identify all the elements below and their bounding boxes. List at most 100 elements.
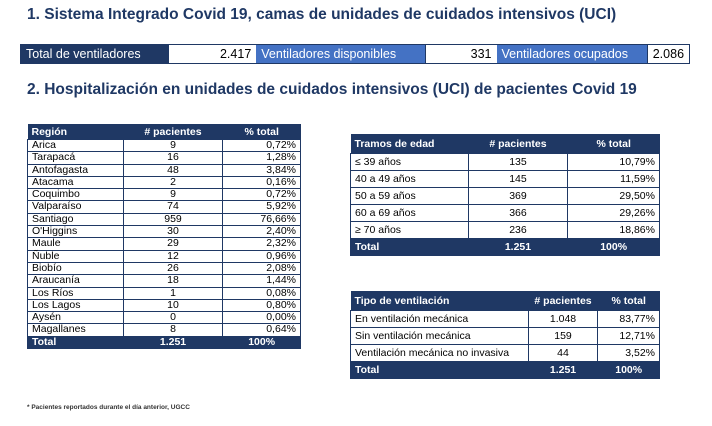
table-row: 40 a 49 años 145 11,59%: [350, 170, 660, 188]
patients-cell: 0: [122, 311, 224, 325]
row-label: Araucanía: [27, 274, 124, 288]
header-percent: % total: [567, 134, 660, 154]
table-row: ≥ 70 años 236 18,86%: [350, 221, 660, 239]
table-row: Tarapacá 16 1,28%: [27, 151, 301, 165]
patients-cell: 236: [467, 221, 569, 239]
table-row: 60 a 69 años 366 29,26%: [350, 204, 660, 222]
header-patients: # pacientes: [468, 134, 568, 154]
table-row: Aysén 0 0,00%: [27, 311, 301, 325]
patients-cell: 9: [122, 188, 224, 202]
header-percent: % total: [597, 291, 660, 311]
row-label: Biobío: [27, 261, 124, 276]
percent-cell: 0,72%: [222, 138, 301, 153]
occupied-ventilators-label: Ventiladores ocupados: [496, 45, 648, 63]
percent-cell: 10,79%: [567, 153, 660, 171]
row-label: Total: [350, 238, 469, 256]
table-row: 50 a 59 años 369 29,50%: [350, 187, 660, 205]
patients-cell: 74: [122, 200, 224, 214]
patients-cell: 1: [122, 286, 224, 300]
table-row: En ventilación mecánica 1.048 83,77%: [350, 310, 660, 328]
percent-cell: 29,26%: [567, 204, 660, 222]
table-row: Ventilación mecánica no invasiva 44 3,52%: [350, 344, 660, 362]
patients-cell: 366: [467, 204, 569, 222]
row-label: En ventilación mecánica: [350, 310, 529, 328]
percent-cell: 2,40%: [222, 225, 301, 239]
age-range-table: Tramos de edad # pacientes % total ≤ 39 …: [350, 134, 660, 256]
header-region: Región: [27, 124, 124, 140]
table-row: Los Lagos 10 0,80%: [27, 298, 301, 313]
patients-cell: 9: [122, 138, 224, 153]
row-label: Tarapacá: [27, 151, 124, 165]
patients-cell: 1.251: [467, 238, 569, 256]
patients-cell: 16: [122, 151, 224, 165]
percent-cell: 5,92%: [222, 200, 301, 214]
row-label: Los Lagos: [27, 298, 124, 313]
row-label: Total: [27, 335, 124, 350]
patients-cell: 1.251: [527, 361, 599, 379]
patients-cell: 1.048: [527, 310, 599, 328]
row-label: Magallanes: [27, 323, 124, 337]
header-patients: # pacientes: [123, 124, 223, 140]
table-row: Arica 9 0,72%: [27, 138, 301, 153]
row-label: Santiago: [27, 212, 124, 227]
table-row: Atacama 2 0,16%: [27, 175, 301, 190]
row-label: 50 a 59 años: [350, 187, 469, 205]
patients-cell: 30: [122, 225, 224, 239]
patients-cell: 135: [467, 153, 569, 171]
ventilator-summary-bar: Total de ventiladores 2.417 Ventiladores…: [20, 44, 690, 64]
header-percent: % total: [222, 124, 301, 140]
percent-cell: 0,64%: [222, 323, 301, 337]
table-row: Biobío 26 2,08%: [27, 261, 301, 276]
patients-cell: 12: [122, 249, 224, 263]
header-age-range: Tramos de edad: [350, 134, 469, 154]
row-label: ≥ 70 años: [350, 221, 469, 239]
total-row: Total 1.251 100%: [27, 335, 301, 350]
percent-cell: 100%: [222, 335, 301, 350]
patients-cell: 2: [122, 175, 224, 190]
patients-cell: 18: [122, 274, 224, 288]
region-table-header: Región # pacientes % total: [27, 124, 301, 140]
percent-cell: 3,84%: [222, 163, 301, 177]
percent-cell: 0,72%: [222, 188, 301, 202]
percent-cell: 2,08%: [222, 261, 301, 276]
row-label: Ñuble: [27, 249, 124, 263]
percent-cell: 0,80%: [222, 298, 301, 313]
percent-cell: 0,16%: [222, 175, 301, 190]
row-label: Aysén: [27, 311, 124, 325]
percent-cell: 11,59%: [567, 170, 660, 188]
section-1-title: 1. Sistema Integrado Covid 19, camas de …: [27, 6, 617, 23]
patients-cell: 8: [122, 323, 224, 337]
row-label: Antofagasta: [27, 163, 124, 177]
header-ventilation-type: Tipo de ventilación: [350, 291, 529, 311]
percent-cell: 2,32%: [222, 237, 301, 251]
row-label: ≤ 39 años: [350, 153, 469, 171]
row-label: Ventilación mecánica no invasiva: [350, 344, 529, 362]
table-row: Sin ventilación mecánica 159 12,71%: [350, 327, 660, 345]
patients-cell: 369: [467, 187, 569, 205]
percent-cell: 18,86%: [567, 221, 660, 239]
row-label: Valparaíso: [27, 200, 124, 214]
percent-cell: 1,28%: [222, 151, 301, 165]
table-row: Maule 29 2,32%: [27, 237, 301, 251]
row-label: Maule: [27, 237, 124, 251]
row-label: Arica: [27, 138, 124, 153]
ventilation-table-header: Tipo de ventilación # pacientes % total: [350, 291, 660, 311]
header-patients: # pacientes: [528, 291, 598, 311]
row-label: Los Ríos: [27, 286, 124, 300]
ventilation-type-table: Tipo de ventilación # pacientes % total …: [350, 291, 660, 379]
footnote: * Pacientes reportados durante el día an…: [27, 404, 190, 411]
percent-cell: 0,96%: [222, 249, 301, 263]
percent-cell: 29,50%: [567, 187, 660, 205]
table-row: Los Ríos 1 0,08%: [27, 286, 301, 300]
table-row: Magallanes 8 0,64%: [27, 323, 301, 337]
table-row: Araucanía 18 1,44%: [27, 274, 301, 288]
percent-cell: 1,44%: [222, 274, 301, 288]
patients-cell: 26: [122, 261, 224, 276]
total-ventilators-label: Total de ventiladores: [21, 45, 168, 63]
table-row: Antofagasta 48 3,84%: [27, 163, 301, 177]
patients-cell: 29: [122, 237, 224, 251]
total-row: Total 1.251 100%: [350, 238, 660, 256]
patients-cell: 1.251: [122, 335, 224, 350]
patients-cell: 48: [122, 163, 224, 177]
region-table: Región # pacientes % total Arica 9 0,72% Ta…: [27, 124, 301, 350]
